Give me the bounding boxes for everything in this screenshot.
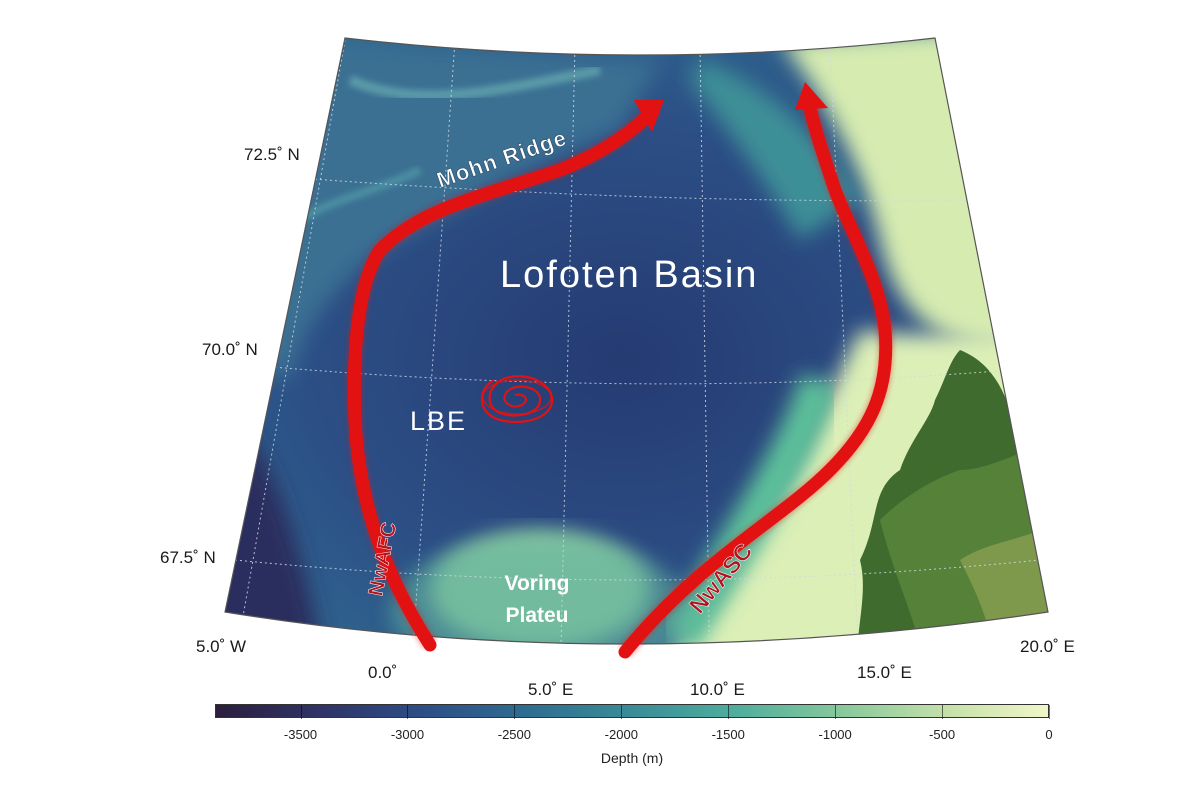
lat-label-67-5: 67.5˚ N [160,548,216,567]
nwafc-arrowhead [634,100,664,132]
lon-label-15e: 15.0˚ E [857,663,912,682]
colorbar-tick-mark [621,705,623,719]
colorbar-tick-label: -2500 [497,727,531,742]
label-plateu: Plateu [505,604,568,627]
colorbar-tick-mark [728,705,730,719]
lon-label-5w: 5.0˚ W [196,637,247,656]
colorbar-title: Depth (m) [600,750,664,766]
colorbar-tick-label: -3500 [283,727,318,742]
colorbar-tick-mark [300,705,302,719]
nwasc-arrowhead [795,82,828,110]
colorbar-tick-mark [835,705,837,719]
lon-label-10e: 10.0˚ E [690,680,745,699]
label-voring: Voring [505,572,570,595]
label-lofoten-basin: Lofoten Basin [500,254,758,296]
colorbar-tick-label: -3000 [390,727,425,742]
depth-colorbar [215,704,1050,719]
colorbar-tick-label: -1500 [711,727,745,742]
current-nwafc [346,100,664,652]
colorbar-tick-mark [1049,705,1050,719]
eddy-spiral [480,375,554,424]
map-frame [224,37,1049,645]
colorbar-tick-label: 0 [1045,727,1053,742]
colorbar-tick-mark [514,705,516,719]
lat-label-70-0: 70.0˚ N [202,340,258,359]
colorbar-tick-label: -1000 [818,727,852,742]
lat-label-72-5: 72.5˚ N [244,145,300,164]
colorbar-tick-label: -500 [929,727,956,742]
lon-label-5e: 5.0˚ E [528,680,574,699]
lon-label-0: 0.0˚ [368,663,398,682]
colorbar-tick-mark [942,705,944,719]
colorbar-tick-mark [407,705,409,719]
colorbar-tick-label: -2000 [604,727,638,742]
current-nwasc [618,82,894,659]
lon-label-20e: 20.0˚ E [1020,637,1075,656]
label-lbe: LBE [410,406,467,436]
